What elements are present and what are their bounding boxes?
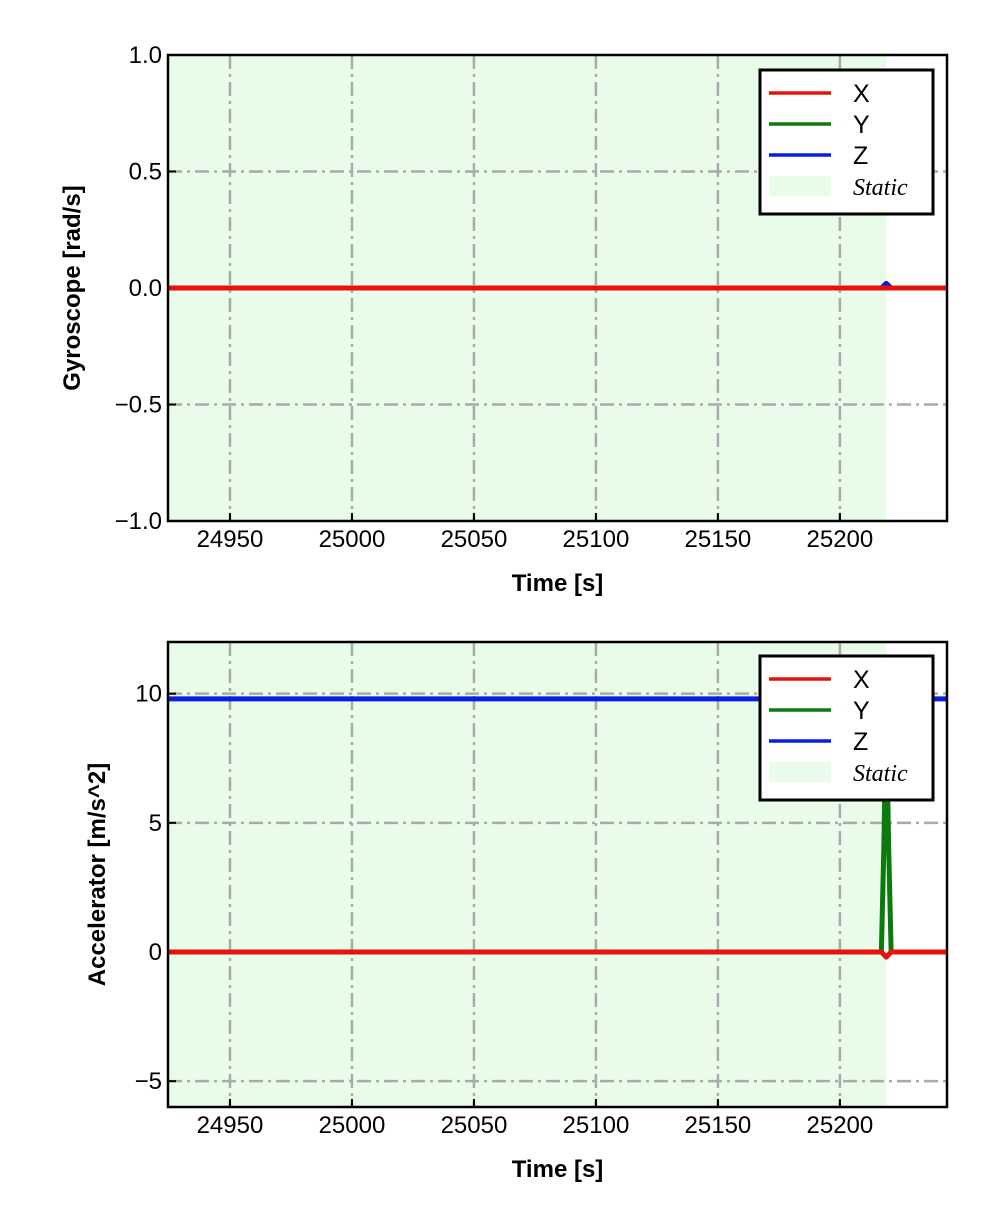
legend-swatch-static <box>769 176 831 196</box>
legend-label: Y <box>853 697 870 725</box>
x-tick-label: 25200 <box>807 526 874 553</box>
legend-label: Z <box>853 142 868 170</box>
y-tick-label: 0.0 <box>129 275 162 302</box>
x-tick-label: 24950 <box>197 1112 264 1139</box>
x-tick-label: 25050 <box>441 526 508 553</box>
x-tick-label: 25000 <box>319 1112 386 1139</box>
subplot-1: 24950 25000 25050 25100 25150 25200 −1.0 −0.5 0.… <box>59 42 949 597</box>
legend-label: Y <box>853 111 870 139</box>
axes-frame <box>166 640 949 1109</box>
y-tick-label: 0 <box>149 939 162 966</box>
x-tick-label: 25100 <box>563 526 630 553</box>
x-tick-label: 25200 <box>807 1112 874 1139</box>
legend: XYZ Static <box>758 68 935 216</box>
legend-swatch-static <box>769 762 831 782</box>
y-tick-label: 0.5 <box>129 159 162 186</box>
legend-label: X <box>853 80 870 108</box>
y-tick-label: −5 <box>135 1068 162 1095</box>
legend-label-static: Static <box>853 761 908 787</box>
x-tick-label: 25000 <box>319 526 386 553</box>
x-tick-label: 25100 <box>563 1112 630 1139</box>
series-line-x <box>168 949 948 960</box>
x-tick-label: 24950 <box>197 526 264 553</box>
legend-label-static: Static <box>853 175 908 201</box>
y-tick-label: 10 <box>135 681 162 708</box>
x-tick-label: 25150 <box>685 526 752 553</box>
legend-label: Z <box>853 728 868 756</box>
legend: XYZ Static <box>758 654 935 802</box>
subplot-2: 24950 25000 25050 25100 25150 25200 −5 0 5 10 Time… <box>84 640 949 1183</box>
axes-frame <box>166 53 949 523</box>
x-tick-label: 25050 <box>441 1112 508 1139</box>
legend-label: X <box>853 666 870 694</box>
y-tick-label: 5 <box>149 810 162 837</box>
y-axis-label: Accelerator [m/s^2] <box>84 763 111 986</box>
x-tick-label: 25150 <box>685 1112 752 1139</box>
x-axis-label: Time [s] <box>512 570 604 597</box>
y-axis-label: Gyroscope [rad/s] <box>59 185 86 390</box>
y-tick-label: −0.5 <box>115 392 162 419</box>
y-tick-label: −1.0 <box>115 508 162 535</box>
x-axis-label: Time [s] <box>512 1156 604 1183</box>
y-tick-label: 1.0 <box>129 42 162 69</box>
